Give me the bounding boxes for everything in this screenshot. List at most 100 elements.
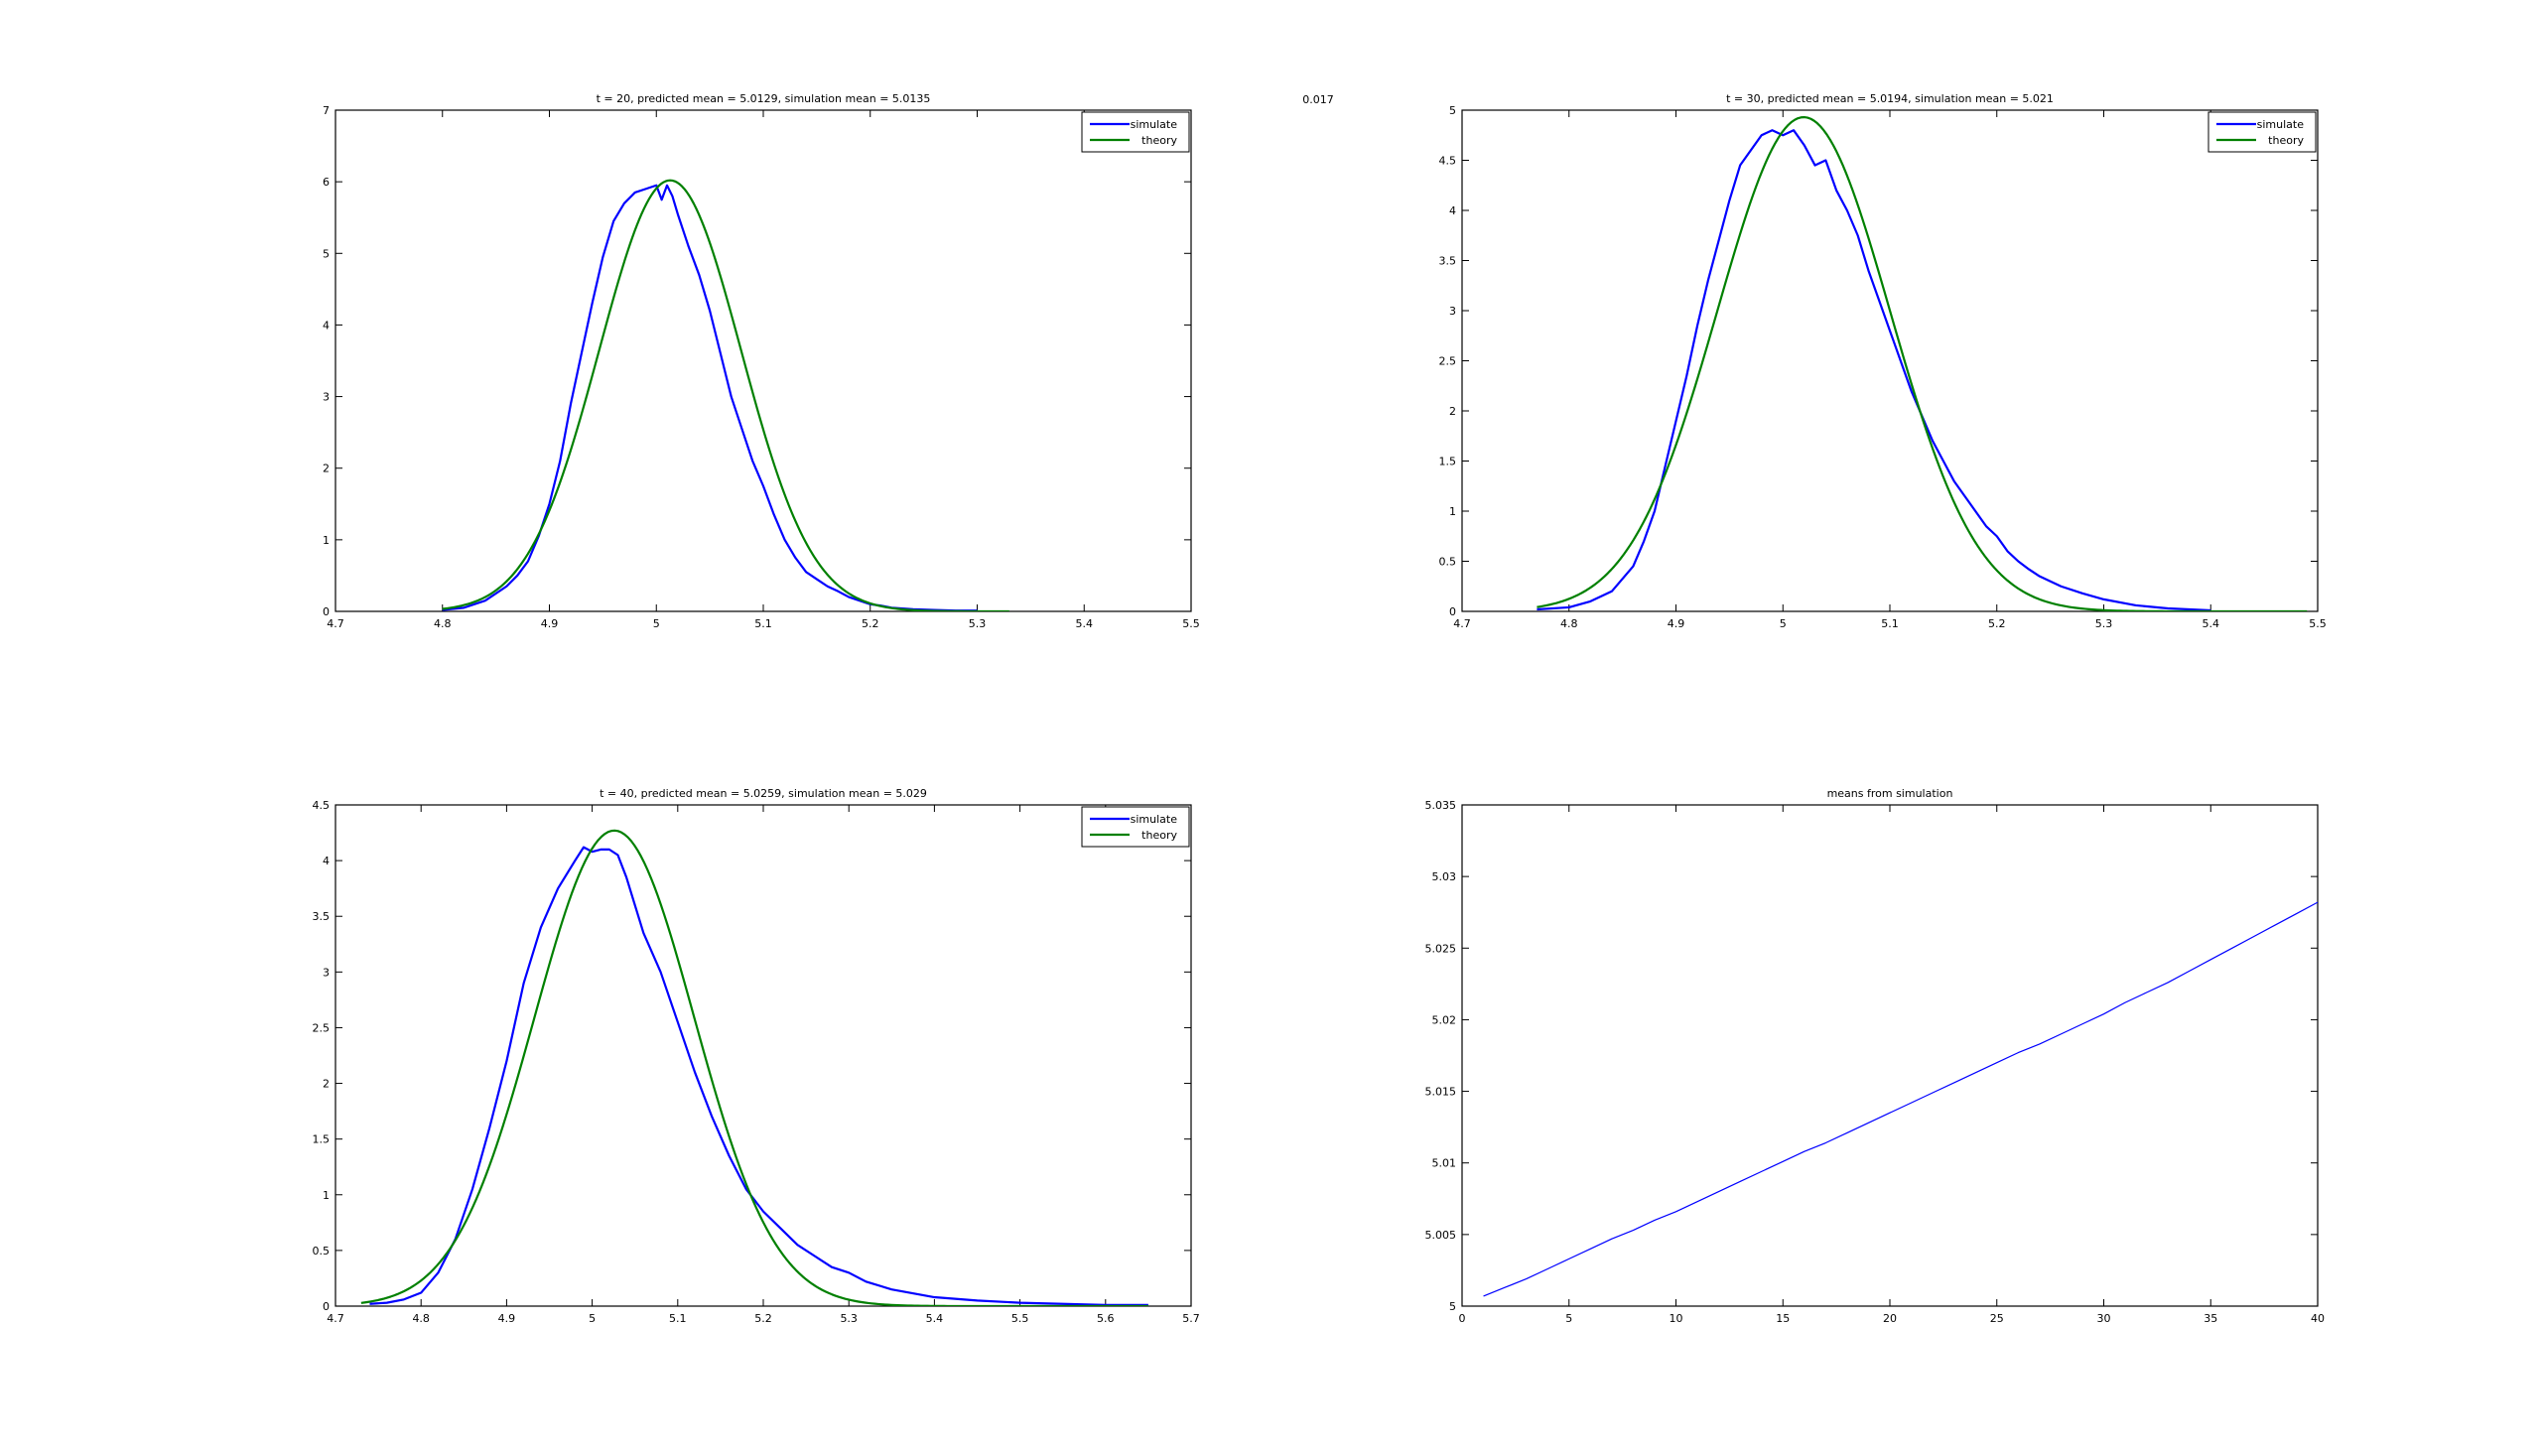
x-tick-label: 5 <box>1565 1312 1572 1325</box>
stray-value-label: 0.017 <box>1302 93 1334 106</box>
legend-box <box>1081 806 1190 848</box>
x-tick-label: 4.9 <box>1668 617 1685 630</box>
legend-label-simulate: simulate <box>2257 118 2305 131</box>
theory-series-line <box>1537 115 2308 611</box>
y-tick-label: 6 <box>323 176 330 189</box>
x-tick-label: 5.1 <box>754 617 772 630</box>
x-tick-label: 10 <box>1670 1312 1683 1325</box>
x-tick-label: 5.2 <box>862 617 879 630</box>
legend-label-theory: theory <box>2268 134 2304 147</box>
y-tick-label: 2.5 <box>313 1021 331 1034</box>
x-tick-label: 5.3 <box>2095 617 2113 630</box>
x-tick-label: 4.8 <box>412 1312 430 1325</box>
x-tick-label: 5 <box>589 1312 596 1325</box>
x-tick-label: 40 <box>2311 1312 2325 1325</box>
x-tick-label: 5.1 <box>669 1312 687 1325</box>
x-tick-label: 4.7 <box>327 617 344 630</box>
simulate-series-line <box>369 846 1148 1306</box>
y-tick-label: 1 <box>323 534 330 547</box>
y-tick-label: 5.02 <box>1432 1013 1457 1026</box>
x-tick-label: 5.7 <box>1182 1312 1200 1325</box>
x-tick-label: 5.3 <box>840 1312 858 1325</box>
y-tick-label: 1 <box>1449 505 1456 518</box>
y-tick-label: 3.5 <box>1439 255 1457 268</box>
y-tick-label: 5.035 <box>1425 799 1457 812</box>
y-tick-label: 0 <box>323 605 330 618</box>
x-tick-label: 4.9 <box>498 1312 516 1325</box>
y-tick-label: 0 <box>1449 605 1456 618</box>
y-tick-label: 2.5 <box>1439 355 1457 368</box>
y-tick-label: 3 <box>1449 305 1456 318</box>
theory-series-line <box>442 179 1009 611</box>
x-tick-label: 4.9 <box>541 617 559 630</box>
simulate-series-line <box>442 184 978 611</box>
y-tick-label: 4 <box>1449 204 1456 217</box>
y-tick-label: 5 <box>1449 1300 1456 1313</box>
y-tick-label: 1.5 <box>1439 456 1457 468</box>
x-tick-label: 5.5 <box>1011 1312 1029 1325</box>
y-tick-label: 2 <box>1449 405 1456 418</box>
y-tick-label: 3.5 <box>313 910 331 923</box>
legend-label-theory: theory <box>1141 134 1177 147</box>
x-tick-label: 35 <box>2204 1312 2217 1325</box>
y-tick-label: 3 <box>323 391 330 404</box>
plot-area <box>334 804 1192 1307</box>
y-tick-label: 1 <box>323 1189 330 1202</box>
y-tick-label: 5 <box>1449 104 1456 117</box>
legend: simulate theory <box>1081 806 1190 848</box>
x-tick-label: 5.1 <box>1881 617 1899 630</box>
legend-label-simulate: simulate <box>1131 118 1178 131</box>
y-tick-label: 0.5 <box>1439 556 1457 569</box>
x-tick-label: 5 <box>653 617 660 630</box>
chart-title: t = 30, predicted mean = 5.0194, simulat… <box>1726 92 2054 105</box>
plot-area <box>1461 109 2319 612</box>
x-tick-label: 0 <box>1459 1312 1466 1325</box>
x-tick-label: 5.5 <box>2309 617 2327 630</box>
x-tick-label: 15 <box>1776 1312 1790 1325</box>
legend: simulate theory <box>2207 111 2317 153</box>
legend-label-simulate: simulate <box>1131 813 1178 826</box>
legend: simulate theory <box>1081 111 1190 153</box>
x-tick-label: 30 <box>2097 1312 2111 1325</box>
theory-series-line <box>360 829 1148 1306</box>
chart-title: means from simulation <box>1827 787 1953 800</box>
y-tick-label: 5.025 <box>1425 942 1457 955</box>
x-tick-label: 4.8 <box>434 617 452 630</box>
x-tick-label: 5 <box>1780 617 1787 630</box>
chart-panel-3: t = 40, predicted mean = 5.0259, simulat… <box>313 787 1200 1325</box>
y-tick-label: 4.5 <box>1439 155 1457 168</box>
y-tick-label: 4 <box>323 319 330 331</box>
x-tick-label: 5.2 <box>754 1312 772 1325</box>
chart-panel-1: t = 20, predicted mean = 5.0129, simulat… <box>323 92 1200 630</box>
plot-area <box>334 109 1192 612</box>
y-tick-label: 4 <box>323 855 330 867</box>
chart-title: t = 20, predicted mean = 5.0129, simulat… <box>597 92 931 105</box>
y-tick-label: 5 <box>323 247 330 260</box>
y-tick-label: 5.015 <box>1425 1086 1457 1099</box>
y-tick-label: 7 <box>323 104 330 117</box>
legend-box <box>1081 111 1190 153</box>
x-tick-label: 5.6 <box>1097 1312 1115 1325</box>
x-tick-label: 5.5 <box>1182 617 1200 630</box>
x-tick-label: 5.4 <box>926 1312 944 1325</box>
y-tick-label: 2 <box>323 1078 330 1091</box>
x-tick-label: 5.4 <box>2203 617 2220 630</box>
y-tick-label: 5.03 <box>1432 870 1457 883</box>
legend-label-theory: theory <box>1141 829 1177 842</box>
y-tick-label: 5.005 <box>1425 1229 1457 1242</box>
mean-series-line <box>1483 901 2318 1297</box>
x-tick-label: 20 <box>1883 1312 1897 1325</box>
y-tick-label: 0 <box>323 1300 330 1313</box>
simulate-series-line <box>1537 129 2211 611</box>
x-tick-label: 25 <box>1990 1312 2004 1325</box>
y-tick-label: 0.5 <box>313 1245 331 1257</box>
x-tick-label: 4.7 <box>1453 617 1471 630</box>
x-tick-label: 5.2 <box>1988 617 2006 630</box>
plot-area <box>1461 804 2319 1307</box>
y-tick-label: 1.5 <box>313 1133 331 1146</box>
x-tick-label: 5.3 <box>969 617 987 630</box>
x-tick-label: 5.4 <box>1076 617 1094 630</box>
legend-box <box>2207 111 2317 153</box>
